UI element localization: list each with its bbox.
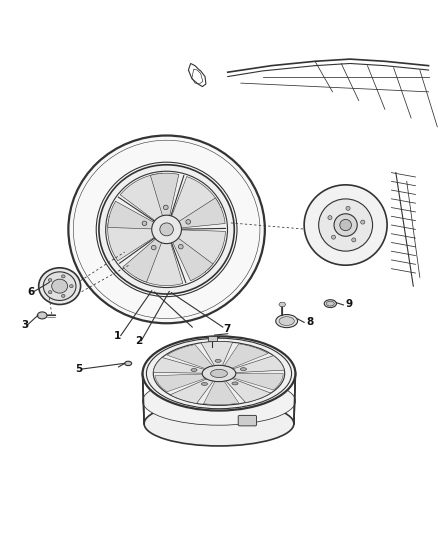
Ellipse shape (215, 359, 221, 362)
Ellipse shape (146, 338, 292, 409)
Ellipse shape (43, 272, 76, 301)
Ellipse shape (61, 294, 65, 297)
Ellipse shape (142, 221, 147, 225)
Ellipse shape (73, 140, 260, 319)
Ellipse shape (143, 336, 295, 410)
Ellipse shape (186, 220, 191, 224)
Polygon shape (139, 241, 183, 286)
Polygon shape (172, 237, 213, 281)
Ellipse shape (152, 245, 156, 250)
Ellipse shape (52, 279, 67, 293)
Ellipse shape (37, 312, 47, 319)
Ellipse shape (201, 383, 208, 385)
Polygon shape (108, 201, 156, 229)
Text: 9: 9 (346, 298, 353, 309)
Ellipse shape (232, 382, 238, 385)
Text: 1: 1 (114, 330, 121, 341)
Ellipse shape (211, 369, 227, 377)
Ellipse shape (160, 223, 173, 236)
Ellipse shape (191, 368, 197, 372)
Ellipse shape (279, 317, 294, 326)
Polygon shape (177, 198, 225, 228)
Text: 7: 7 (223, 324, 231, 334)
Polygon shape (204, 381, 239, 405)
Polygon shape (176, 230, 226, 270)
Polygon shape (224, 344, 268, 368)
Ellipse shape (276, 314, 297, 328)
Ellipse shape (125, 361, 132, 366)
Polygon shape (123, 237, 162, 282)
Ellipse shape (99, 165, 234, 294)
Ellipse shape (326, 301, 334, 306)
Ellipse shape (48, 279, 52, 281)
Polygon shape (153, 358, 206, 373)
Polygon shape (108, 220, 155, 261)
Polygon shape (171, 176, 219, 224)
Polygon shape (232, 356, 284, 373)
Polygon shape (150, 173, 179, 218)
Ellipse shape (240, 368, 247, 370)
Polygon shape (225, 378, 271, 402)
Polygon shape (120, 174, 165, 221)
Ellipse shape (68, 135, 265, 323)
Ellipse shape (39, 268, 81, 304)
Text: 5: 5 (75, 364, 82, 374)
Ellipse shape (70, 285, 73, 288)
Polygon shape (170, 378, 214, 403)
Text: 2: 2 (135, 336, 142, 346)
Ellipse shape (319, 199, 373, 251)
Polygon shape (279, 302, 286, 307)
Ellipse shape (163, 205, 168, 209)
Ellipse shape (178, 245, 183, 249)
FancyBboxPatch shape (238, 415, 257, 426)
Ellipse shape (144, 401, 294, 446)
Ellipse shape (361, 220, 365, 224)
Ellipse shape (106, 171, 227, 287)
Ellipse shape (324, 300, 336, 308)
Polygon shape (155, 374, 205, 392)
Ellipse shape (352, 238, 356, 242)
Ellipse shape (153, 342, 285, 406)
Ellipse shape (340, 220, 351, 231)
Ellipse shape (143, 377, 295, 425)
Ellipse shape (346, 206, 350, 211)
Ellipse shape (48, 290, 52, 294)
Text: 8: 8 (306, 318, 314, 327)
Polygon shape (167, 344, 213, 369)
Ellipse shape (152, 215, 181, 244)
Text: 6: 6 (27, 287, 34, 297)
Text: 3: 3 (21, 320, 29, 330)
Polygon shape (233, 374, 283, 390)
Polygon shape (201, 342, 233, 366)
Ellipse shape (304, 185, 387, 265)
Ellipse shape (96, 162, 237, 296)
Ellipse shape (332, 235, 336, 239)
Ellipse shape (202, 365, 236, 382)
Ellipse shape (334, 214, 357, 236)
FancyBboxPatch shape (208, 336, 217, 341)
Ellipse shape (328, 216, 332, 220)
Ellipse shape (61, 275, 65, 278)
